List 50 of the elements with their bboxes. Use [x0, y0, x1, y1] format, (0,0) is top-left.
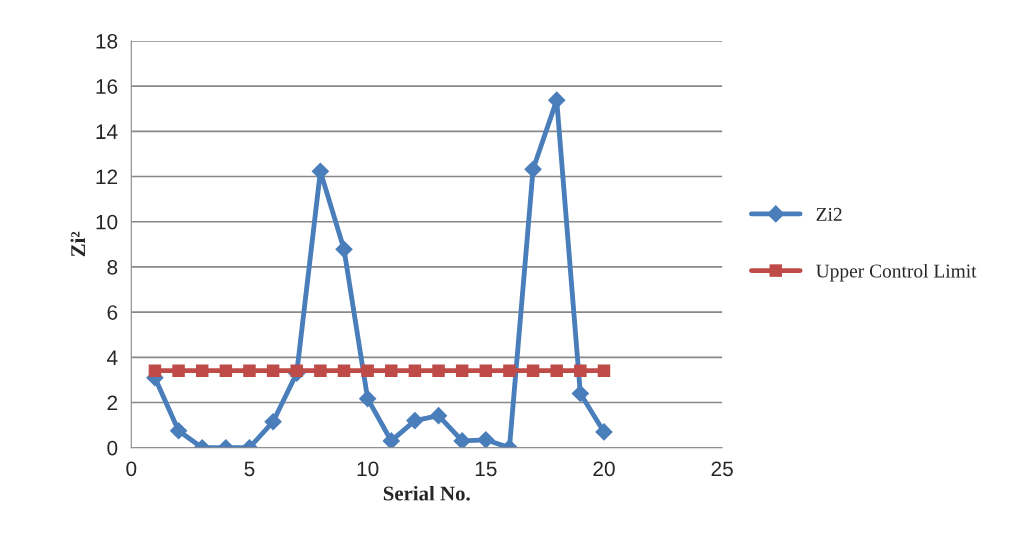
point — [243, 364, 256, 377]
point — [455, 364, 469, 377]
point — [429, 406, 448, 425]
x-tick-label: 5 — [244, 461, 255, 477]
point — [406, 411, 424, 430]
y-tick-label: 8 — [107, 259, 118, 275]
x-tick-label: 10 — [357, 461, 379, 477]
x-axis-title: Serial No. — [383, 485, 470, 501]
point — [335, 240, 353, 259]
point — [290, 364, 303, 377]
y-tick-label: 14 — [96, 124, 118, 139]
y-tick-label: 0 — [107, 440, 118, 456]
point — [432, 364, 445, 377]
y-tick-label: 16 — [96, 79, 118, 94]
point — [597, 364, 611, 377]
point — [361, 364, 374, 377]
point — [172, 364, 185, 377]
point — [408, 364, 422, 377]
x-tick-label: 0 — [126, 461, 137, 477]
y-tick-label: 6 — [107, 305, 118, 320]
y-tick-label: 12 — [96, 169, 118, 185]
point — [358, 389, 377, 408]
point — [503, 364, 516, 377]
y-tick-label: 4 — [107, 350, 118, 365]
x-tick-label: 20 — [593, 461, 615, 477]
legend-label: Upper Control Limit — [816, 263, 977, 282]
point — [595, 423, 613, 441]
y-axis-title: Zi² — [70, 231, 85, 257]
point — [479, 364, 493, 377]
y-tick-label: 18 — [96, 33, 118, 49]
x-tick-label: 25 — [711, 461, 733, 477]
point — [264, 412, 282, 431]
point — [148, 364, 162, 377]
y-tick-label: 2 — [107, 395, 118, 411]
x-tick-label: 15 — [475, 461, 497, 477]
legend-label: Zi2 — [816, 207, 842, 221]
point — [550, 364, 563, 377]
point — [169, 421, 188, 440]
point — [547, 91, 566, 109]
point — [571, 384, 590, 403]
point — [195, 364, 209, 377]
point — [385, 364, 398, 377]
point — [314, 364, 327, 377]
point — [337, 364, 351, 377]
point — [266, 364, 280, 377]
point — [382, 432, 401, 448]
y-tick-label: 10 — [96, 214, 118, 230]
point — [526, 364, 540, 377]
point — [219, 364, 233, 377]
point — [574, 364, 587, 377]
